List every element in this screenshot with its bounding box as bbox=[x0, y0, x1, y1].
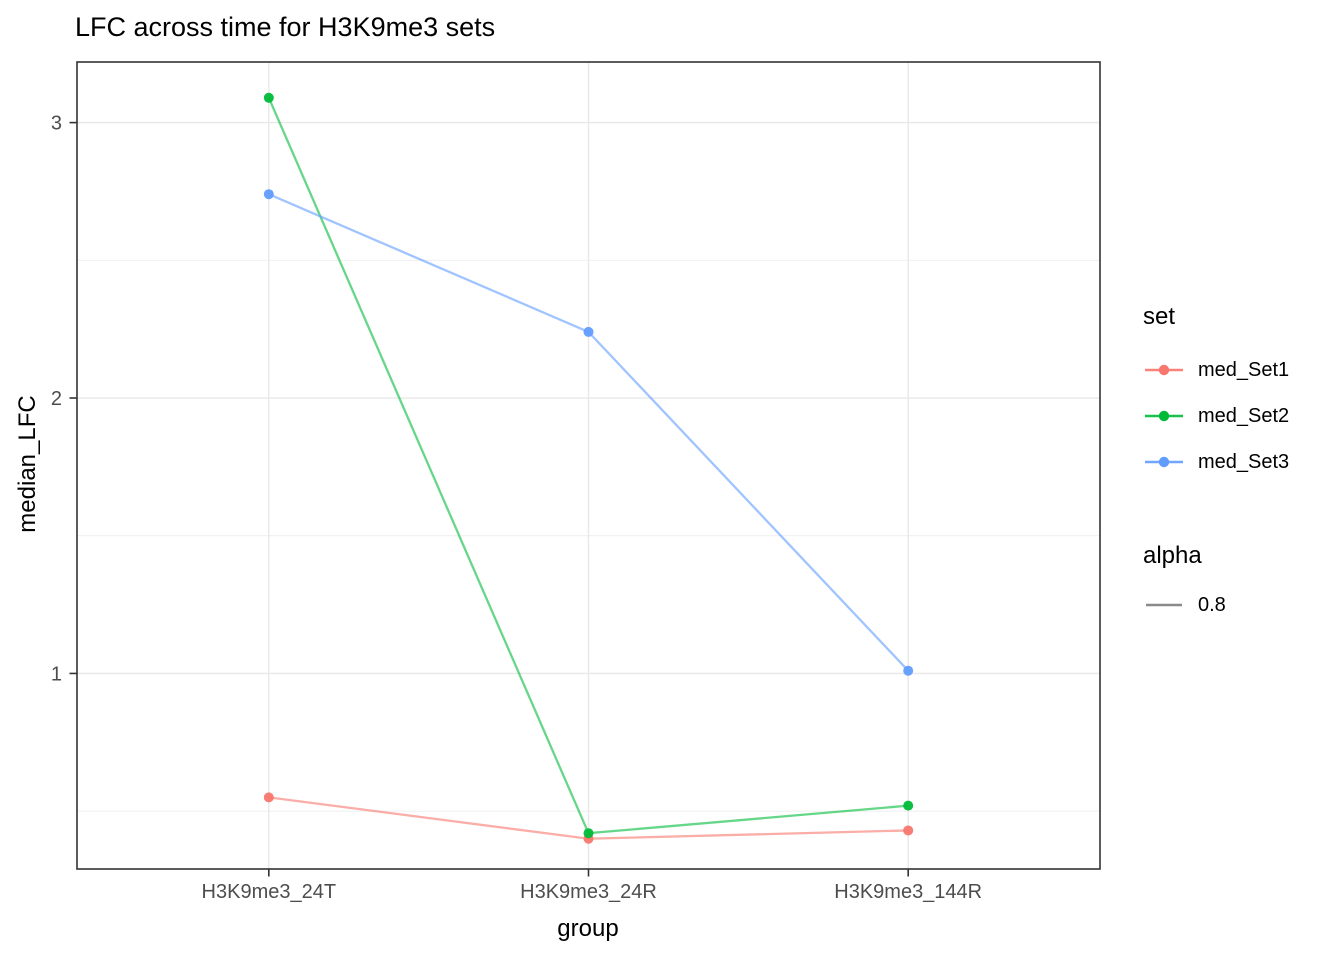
legend-key-med_Set3-icon bbox=[1145, 456, 1183, 468]
legend-alpha-title: alpha bbox=[1143, 542, 1202, 569]
legend-key-alpha-line-icon bbox=[1146, 603, 1182, 607]
series-med_Set3 bbox=[263, 189, 914, 676]
legend-key-med_Set1-icon bbox=[1145, 364, 1183, 376]
legend-item-med_Set2: med_Set2 bbox=[1143, 393, 1343, 439]
legend-item-label: med_Set3 bbox=[1198, 450, 1290, 473]
chart-title: LFC across time for H3K9me3 sets bbox=[75, 12, 496, 42]
series-med_Set1 bbox=[263, 792, 914, 844]
x-tick-label: H3K9me3_144R bbox=[834, 881, 982, 903]
x-tick-label: H3K9me3_24R bbox=[520, 881, 657, 903]
legend-item-label: med_Set2 bbox=[1198, 404, 1290, 427]
y-tick-label: 2 bbox=[51, 388, 62, 410]
data-point-med_Set2-0 bbox=[263, 92, 274, 103]
data-point-med_Set1-2 bbox=[903, 825, 914, 836]
legend-key-med_Set2-icon bbox=[1145, 410, 1183, 422]
x-axis-title: group bbox=[557, 915, 619, 942]
legend-item-med_Set3: med_Set3 bbox=[1143, 439, 1343, 485]
legend-alpha-value: 0.8 bbox=[1198, 593, 1226, 616]
data-point-med_Set3-0 bbox=[263, 189, 274, 200]
y-axis-title: median_LFC bbox=[14, 395, 41, 533]
data-point-med_Set3-2 bbox=[903, 665, 914, 676]
legend: set med_Set1 med_Set2 med_Set3 alpha 0.8 bbox=[1143, 302, 1343, 628]
legend-set-items: med_Set1 med_Set2 med_Set3 bbox=[1143, 347, 1343, 485]
legend-item-med_Set1: med_Set1 bbox=[1143, 347, 1343, 393]
legend-set-title: set bbox=[1143, 303, 1176, 330]
data-point-med_Set3-1 bbox=[583, 326, 594, 337]
series-med_Set2 bbox=[263, 92, 914, 839]
y-tick-label: 1 bbox=[51, 663, 62, 685]
x-tick-label: H3K9me3_24T bbox=[202, 881, 337, 903]
legend-item-alpha: 0.8 bbox=[1143, 582, 1343, 628]
axis-tick-labels: 1 2 3 H3K9me3_24T H3K9me3_24R H3K9me3_144R bbox=[51, 113, 982, 903]
grid-major bbox=[77, 62, 1100, 869]
legend-item-label: med_Set1 bbox=[1198, 358, 1290, 381]
data-point-med_Set2-1 bbox=[583, 828, 594, 839]
data-point-med_Set1-0 bbox=[263, 792, 274, 803]
y-tick-label: 3 bbox=[51, 113, 62, 135]
axis-ticks bbox=[69, 121, 909, 877]
data-point-med_Set2-2 bbox=[903, 800, 914, 811]
